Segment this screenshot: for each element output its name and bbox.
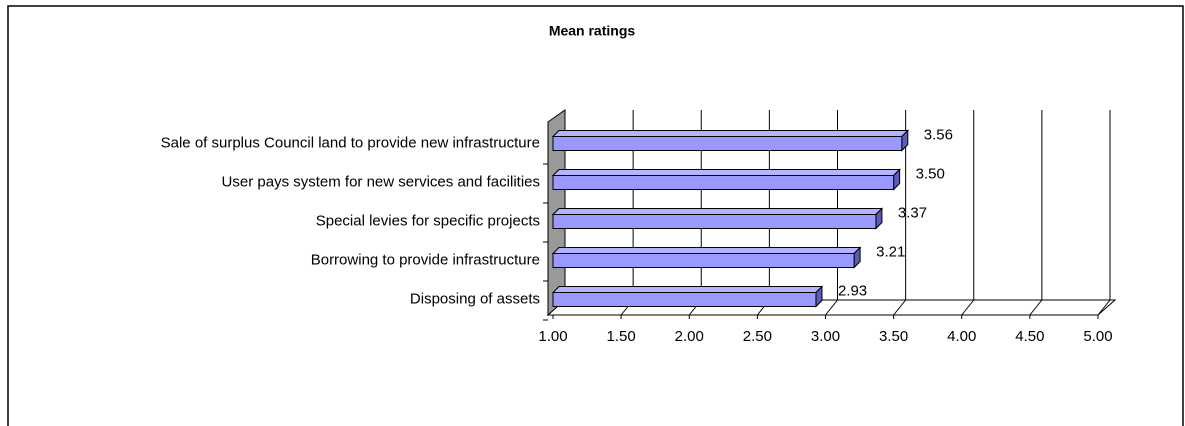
bar — [552, 136, 903, 151]
bar — [552, 292, 817, 307]
data-label: 3.21 — [876, 243, 905, 260]
x-tick-label: 4.00 — [947, 328, 976, 345]
bar-top — [551, 247, 862, 254]
x-tick-label: 1.00 — [538, 328, 567, 345]
grid-line — [893, 110, 907, 316]
x-tick-label: 3.50 — [879, 328, 908, 345]
y-tick-label: User pays system for new services and fa… — [222, 173, 540, 190]
bar-top — [551, 130, 910, 137]
x-tick-label: 1.50 — [607, 328, 636, 345]
bar-top — [551, 208, 884, 215]
data-label: 2.93 — [838, 282, 867, 299]
y-tick-label: Special levies for specific projects — [316, 212, 540, 229]
bar-top — [551, 169, 901, 176]
grid-line — [961, 110, 975, 316]
bar-top — [551, 286, 824, 293]
chart-frame — [7, 5, 1184, 426]
data-label: 3.56 — [924, 126, 953, 143]
chart-title: Mean ratings — [549, 23, 636, 39]
x-tick-label: 3.00 — [811, 328, 840, 345]
y-tick-label: Borrowing to provide infrastructure — [311, 251, 540, 268]
data-label: 3.50 — [916, 165, 945, 182]
grid-line — [1097, 110, 1111, 316]
y-tick-label: Sale of surplus Council land to provide … — [161, 134, 540, 151]
data-label: 3.37 — [898, 204, 927, 221]
x-tick-label: 2.00 — [675, 328, 704, 345]
grid-line — [1029, 110, 1043, 316]
bar — [552, 214, 877, 229]
bar — [552, 253, 855, 268]
x-tick-label: 2.50 — [743, 328, 772, 345]
bar — [552, 175, 895, 190]
x-tick-label: 5.00 — [1083, 328, 1112, 345]
x-tick-label: 4.50 — [1015, 328, 1044, 345]
y-tick-label: Disposing of assets — [410, 290, 540, 307]
